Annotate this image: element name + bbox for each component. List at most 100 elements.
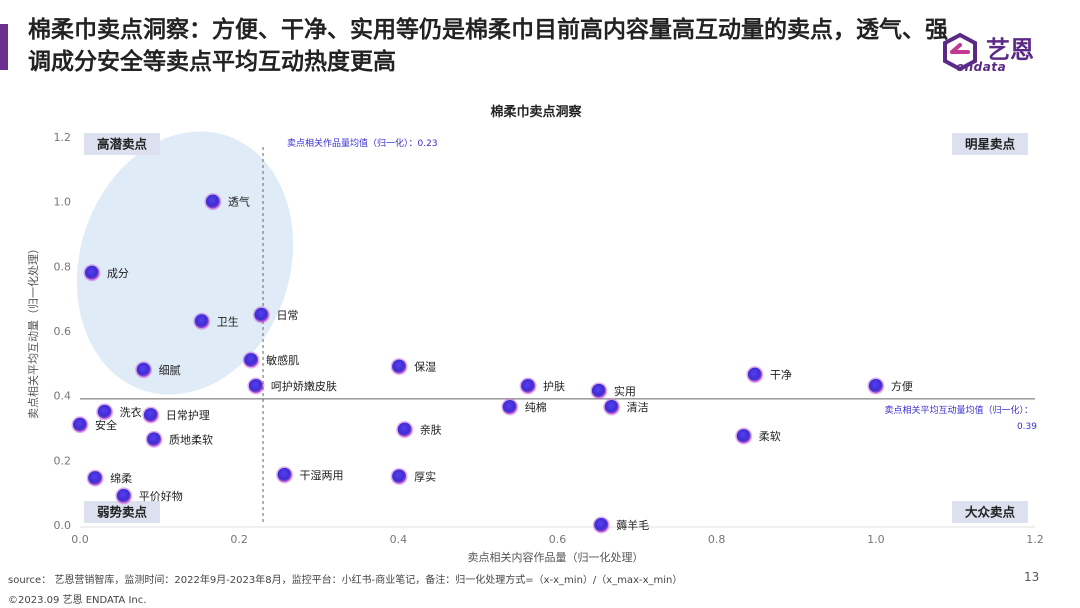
endata-logo-icon [943,32,977,72]
data-point-label: 绵柔 [110,471,132,485]
data-point: 干净 [746,366,792,384]
data-point-label: 清洁 [627,401,649,414]
data-point-marker [88,471,103,486]
quadrant-label-bottom-left: 弱势卖点 [97,505,148,520]
data-point-label: 保湿 [414,360,436,374]
data-point-marker [143,408,158,423]
data-point-label: 纯棉 [525,400,547,414]
data-point: 方便 [867,377,913,395]
data-point-label: 日常 [276,309,298,322]
ellipse-layer [76,131,294,395]
highlight-ellipse [76,131,294,395]
data-point-marker [604,399,619,414]
data-point-marker [277,467,292,482]
data-point: 敏感肌 [242,351,299,369]
data-point-label: 厚实 [414,470,436,484]
page-number: 13 [1024,570,1040,584]
data-point: 护肤 [519,377,565,395]
data-point: 绵柔 [86,469,132,487]
data-point: 日常护理 [142,406,210,424]
quadrant-label-top-right: 明星卖点 [965,137,1016,152]
footer-copyright: ©2023.09 艺恩 ENDATA Inc. [8,595,147,606]
data-point-marker [147,432,162,447]
data-point-marker [244,353,259,368]
data-point: 厚实 [390,468,436,485]
data-point-label: 日常护理 [166,408,210,422]
x-tick-label: 1.0 [867,533,885,546]
footer-source: source： 艺恩营销智库，监测时间：2022年9月-2023年8月，监控平台… [8,575,683,586]
data-point-marker [747,367,762,382]
x-tick-label: 0.0 [71,533,89,546]
x-tick-label: 0.4 [390,533,408,546]
y-reference-value: 0.39 [1017,422,1037,432]
data-point: 干湿两用 [276,466,344,484]
data-point-label: 呵护娇嫩皮肤 [271,379,337,393]
data-point-label: 卫生 [217,314,239,328]
data-point-marker [97,404,112,419]
reference-lines: 卖点相关作品量均值（归一化）：0.23 卖点相关平均互动量均值（归一化）： 0.39 [80,137,1037,525]
data-point-marker [136,362,151,377]
x-tick-label: 1.2 [1026,533,1044,546]
data-point-label: 护肤 [543,379,565,393]
data-point: 日常 [252,306,298,324]
y-tick-label: 0.4 [54,390,72,403]
data-point-marker [591,383,606,398]
data-point: 卫生 [193,312,239,330]
data-point: 薅羊毛 [592,516,649,534]
data-point: 呵护娇嫩皮肤 [247,377,337,395]
data-point-marker [594,518,609,532]
scatter-chart: 棉柔巾卖点洞察 0.0 0.2 0.4 0.6 0.8 1.0 1.20.00.20.40.… [26,104,1044,564]
data-point: 清洁 [603,398,649,416]
data-point: 柔软 [735,427,781,445]
x-tick-label: 0.6 [549,533,567,546]
title-accent-bar [0,24,8,70]
data-point-label: 实用 [614,384,636,398]
data-point-marker [868,378,883,393]
data-point-label: 成分 [107,267,129,280]
data-point: 实用 [590,382,636,400]
data-point-marker [248,378,263,393]
page-title: 棉柔巾卖点洞察：方便、干净、实用等仍是棉柔巾目前高内容量高互动量的卖点，透气、强… [28,17,948,75]
x-reference-label: 卖点相关作品量均值（归一化）：0.23 [287,137,438,149]
data-point-marker [194,314,209,329]
data-point-marker [521,378,536,393]
logo-english-name: endata [956,60,1007,74]
data-point: 质地柔软 [145,430,213,448]
data-point-label: 亲肤 [420,423,442,437]
data-point-marker [73,417,87,432]
x-tick-label: 0.2 [230,533,248,546]
data-point-label: 干净 [770,368,792,382]
data-point: 洗衣 [96,403,142,421]
y-tick-label: 0.2 [54,454,72,467]
quadrant-label-bottom-right-box [952,501,1028,523]
y-axis-label: 卖点相关平均互动量（归一化处理） [26,243,40,419]
y-tick-label: 0.6 [54,325,72,338]
data-point-label: 洗衣 [120,405,142,419]
quadrant-label-top-right-box [952,133,1028,155]
data-point: 保湿 [390,358,436,376]
data-point-label: 平价好物 [139,489,183,503]
data-point: 细腻 [135,361,181,379]
quadrant-label-bottom-right: 大众卖点 [965,505,1016,520]
y-reference-label: 卖点相关平均互动量均值（归一化）： [884,404,1033,416]
data-point: 安全 [71,416,117,434]
data-point-marker [116,488,131,503]
data-point-marker [205,194,220,209]
data-point-marker [736,429,751,444]
x-axis-label: 卖点相关内容作品量（归一化处理） [468,550,644,564]
data-point-label: 薅羊毛 [616,518,649,532]
data-point-marker [392,359,407,374]
data-point-marker [392,469,407,484]
data-point-marker [254,307,269,322]
data-point: 透气 [204,193,250,211]
data-point-marker [84,265,99,280]
data-point: 平价好物 [115,487,183,505]
data-point-label: 质地柔软 [169,432,213,446]
data-point-label: 方便 [891,379,913,393]
data-point-marker [397,422,412,437]
data-point-label: 干湿两用 [300,469,344,482]
y-tick-label: 1.0 [54,196,72,209]
quadrant-label-top-left-box [84,133,160,155]
